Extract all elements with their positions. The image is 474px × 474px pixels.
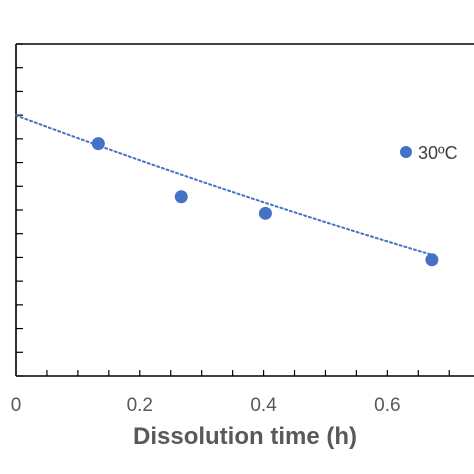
x-axis-title: Dissolution time (h) [133, 423, 357, 450]
x-tick-label: 0.2 [127, 395, 153, 416]
data-point [91, 137, 105, 151]
legend-label: 30ºC [418, 143, 458, 163]
x-tick-label: 0.6 [374, 395, 400, 416]
x-tick-label: 0.4 [250, 395, 277, 416]
trendline [15, 114, 433, 256]
legend: 30ºC [400, 143, 458, 163]
plot-frame [15, 43, 474, 377]
data-point [258, 206, 272, 220]
x-tick-labels: 0 0.2 0.4 0.6 [11, 395, 401, 416]
trendline-group [15, 114, 433, 256]
data-points [91, 137, 439, 267]
legend-marker [400, 146, 412, 158]
x-tick-label: 0 [11, 395, 22, 416]
axis-ticks [16, 43, 450, 377]
data-point [425, 253, 439, 267]
data-point [174, 190, 188, 204]
